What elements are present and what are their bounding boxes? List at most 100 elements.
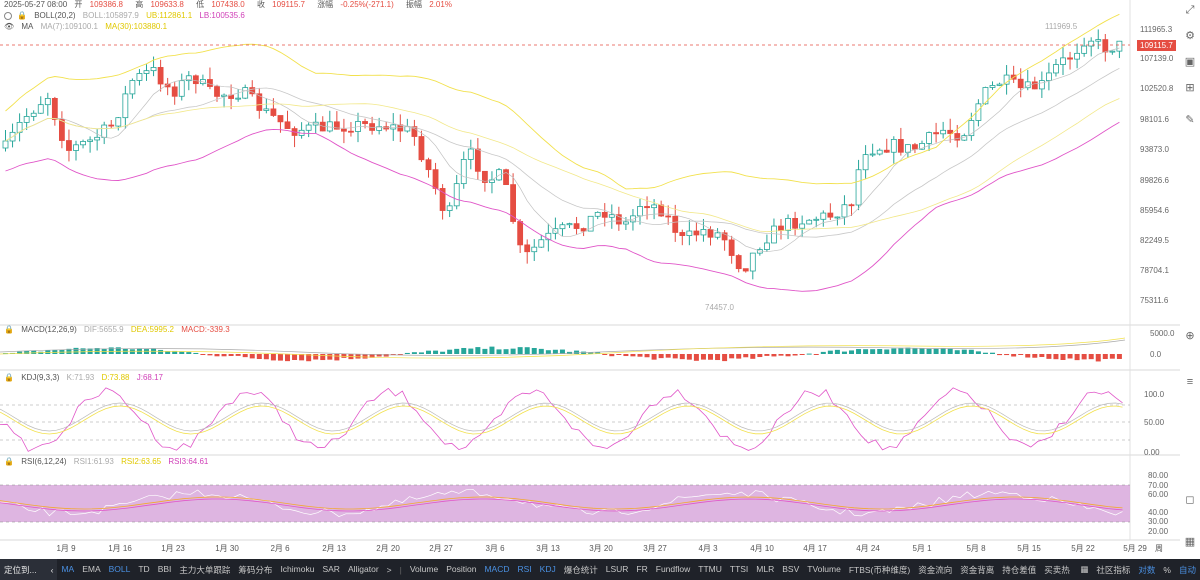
kdj-axis-label: 50.00 [1144, 418, 1165, 427]
main-indicator-0[interactable]: MA [61, 563, 75, 574]
macd-bar [411, 352, 417, 354]
macd-bar [285, 354, 290, 362]
eye-icon[interactable]: 👁 [4, 22, 15, 31]
macd-bar [715, 354, 721, 361]
sub-indicator-14[interactable]: FTBS(币种维度) [848, 564, 911, 575]
expand-icon[interactable]: ⤢ [1185, 4, 1195, 16]
grid-icon[interactable]: ▦ [1080, 564, 1089, 574]
rsi-name: RSI(6,12,24) [21, 457, 67, 466]
community-indicators[interactable]: 社区指标 [1096, 564, 1131, 575]
candle-body [73, 144, 79, 151]
percent-scale-toggle[interactable]: % [1163, 564, 1171, 575]
chat-icon[interactable]: ◻ [1185, 494, 1195, 506]
sub-indicator-16[interactable]: 资金背离 [960, 564, 995, 575]
boll-lower-line [5, 121, 1120, 292]
macd-bar [1067, 354, 1073, 359]
sub-indicator-3[interactable]: RSI [517, 563, 532, 574]
candle-body [305, 124, 312, 131]
price-axis-label: 75311.6 [1140, 296, 1169, 305]
main-indicator-2[interactable]: BOLL [108, 563, 131, 574]
boll-legend[interactable]: 🔒 BOLL(20,2) BOLL:105897.9 UB:112861.1 L… [4, 11, 250, 21]
lock-icon: 🔒 [4, 457, 14, 466]
candle-body [1095, 39, 1102, 42]
macd-bar [235, 354, 241, 356]
main-indicator-6[interactable]: 筹码分布 [238, 564, 273, 575]
candle-body [968, 120, 975, 137]
candle-body [707, 229, 714, 238]
sub-indicator-11[interactable]: MLR [756, 563, 775, 574]
sub-indicator-8[interactable]: Fundflow [655, 563, 691, 574]
sub-indicator-18[interactable]: 买卖热度 [1044, 564, 1079, 575]
boll-upper-line [5, 13, 1120, 190]
sub-indicator-9[interactable]: TTMU [698, 563, 722, 574]
sub-indicator-0[interactable]: Volume [409, 563, 439, 574]
candle-body [30, 112, 37, 117]
candle-body [580, 228, 587, 232]
main-indicator-9[interactable]: Alligator [347, 563, 379, 574]
candle-body [340, 128, 347, 132]
macd-bar [891, 348, 897, 354]
macd-bar [806, 353, 812, 355]
macd-bar [644, 354, 650, 358]
candle-body [813, 218, 820, 221]
macd-legend[interactable]: 🔒 MACD(12,26,9) DIF:5655.9 DEA:5995.2 MA… [4, 325, 235, 335]
layout-icon[interactable]: ⊞ [1185, 82, 1195, 94]
macd-bar [327, 354, 333, 360]
kdj-legend[interactable]: 🔒 KDJ(9,3,3) K:71.93 D:73.88 J:68.17 [4, 373, 168, 383]
price-axis-label: 93873.0 [1140, 145, 1169, 154]
main-indicator-7[interactable]: Ichimoku [280, 563, 315, 574]
sub-indicator-13[interactable]: TVolume [807, 563, 841, 574]
collapse-icon[interactable] [4, 11, 12, 20]
macd-bar [517, 347, 523, 354]
macd-bar [870, 349, 876, 354]
macd-bar [905, 347, 911, 354]
macd-bar [665, 354, 671, 358]
open-label: 开 [74, 0, 83, 9]
sub-indicator-17[interactable]: 持仓差值 [1002, 564, 1037, 575]
macd-bar [186, 352, 192, 354]
sub-indicator-10[interactable]: TTSI [729, 563, 749, 574]
rsi-legend[interactable]: 🔒 RSI(6,12,24) RSI1:61.93 RSI2:63.65 RSI… [4, 457, 213, 467]
candle-body [277, 115, 284, 123]
chart-canvas[interactable]: 111965.3 107139.0 102520.8 98101.6 93873.0 89… [0, 0, 1180, 559]
ma-legend[interactable]: 👁 MA MA(7):109100.1 MA(30):103880.1 [4, 22, 172, 32]
candle-body [481, 170, 488, 183]
candle-body [947, 129, 954, 134]
add-indicator-icon[interactable]: ⊕ [1185, 330, 1195, 342]
sub-indicator-2[interactable]: MACD [484, 563, 510, 574]
drawing-icon[interactable]: ✎ [1185, 114, 1195, 126]
auto-scale-toggle[interactable]: 自动 [1178, 564, 1196, 575]
main-indicator-5[interactable]: 主力大单跟踪 [179, 564, 231, 575]
settings-icon[interactable]: ⚙ [1185, 30, 1195, 42]
main-indicator-3[interactable]: TD [138, 563, 150, 574]
more-indicators-arrow[interactable]: > [386, 564, 392, 575]
candle-body [940, 129, 947, 135]
sub-indicator-12[interactable]: BSV [782, 563, 800, 574]
macd-bar [1060, 354, 1066, 360]
sub-indicator-5[interactable]: 爆仓统计 [563, 564, 598, 575]
chevron-left-icon[interactable]: ‹ [50, 564, 54, 575]
candle-body [686, 230, 693, 236]
rsi-axis-label: 30.00 [1148, 517, 1169, 526]
candle-body [94, 136, 101, 141]
main-indicator-4[interactable]: BBI [157, 563, 172, 574]
grid-icon[interactable]: ▦ [1184, 536, 1196, 548]
sub-indicator-4[interactable]: KDJ [539, 563, 556, 574]
sub-indicator-15[interactable]: 资金流向 [918, 564, 953, 575]
main-indicator-1[interactable]: EMA [82, 563, 101, 574]
log-scale-toggle[interactable]: 对数 [1138, 564, 1156, 575]
candle-body [150, 67, 157, 72]
x-axis-label: 2月 27 [429, 544, 453, 553]
rsi-axis-label: 40.00 [1148, 508, 1169, 517]
sub-indicator-6[interactable]: LSUR [605, 563, 629, 574]
x-axis-label: 2月 13 [322, 544, 346, 553]
candle-body [982, 87, 989, 105]
macd-bar [454, 348, 460, 354]
candle-body [503, 169, 509, 186]
sub-indicator-1[interactable]: Position [446, 563, 477, 574]
sub-indicator-7[interactable]: FR [636, 563, 648, 574]
indicator-settings-icon[interactable]: ≡ [1186, 376, 1194, 388]
main-indicator-8[interactable]: SAR [322, 563, 340, 574]
screenshot-icon[interactable]: ▣ [1184, 56, 1196, 68]
locate-button[interactable]: 定位到... ‹ [0, 559, 58, 580]
